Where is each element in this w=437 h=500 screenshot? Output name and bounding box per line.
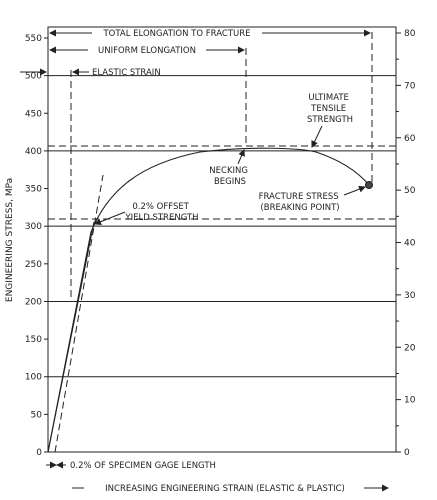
plot-frame [47,26,397,453]
right-tick-label: 40 [404,239,416,249]
right-axis: 0 10 20 30 40 50 60 70 80 [396,29,416,458]
left-tick-label: 200 [25,297,42,307]
offset-note: 0.2% OF SPECIMEN GAGE LENGTH [70,461,216,471]
uts-label-line-2: TENSILE [310,104,346,114]
uts-label-line-1: ULTIMATE [308,93,349,103]
uniform-elongation-label: UNIFORM ELONGATION [98,46,196,56]
uts-label: ULTIMATE TENSILE STRENGTH [307,93,353,125]
offset-line [54,174,104,453]
grid-lines [48,75,396,378]
fracture-point [365,181,373,189]
left-tick-label: 150 [25,335,42,345]
elastic-strain-label: ELASTIC STRAIN [92,68,161,78]
right-tick-label: 20 [404,343,416,353]
uts-label-line-3: STRENGTH [307,115,353,125]
left-tick-label: 50 [31,410,43,420]
necking-leader [237,149,245,165]
necking-label: NECKING BEGINS [209,166,250,187]
left-tick-label: 450 [25,109,42,119]
left-tick-label: 400 [25,147,42,157]
left-tick-label: 100 [25,373,42,383]
fracture-label: FRACTURE STRESS (BREAKING POINT) [259,192,342,213]
left-tick-label: 550 [25,34,42,44]
right-tick-label: 70 [404,81,416,91]
yield-leader [94,211,126,226]
uts-leader [311,125,323,148]
yield-label-line-1: 0.2% OFFSET [132,202,189,212]
y-axis-title: ENGINEERING STRESS, MPa [5,178,15,302]
necking-label-line-2: BEGINS [214,177,246,187]
yield-label: 0.2% OFFSET YIELD STRENGTH [124,202,198,223]
x-axis-title: INCREASING ENGINEERING STRAIN (ELASTIC &… [105,484,345,494]
fracture-label-line-1: FRACTURE STRESS [259,192,339,202]
left-tick-label: 500 [25,72,42,82]
fracture-leader [343,185,366,196]
right-tick-label: 50 [404,186,416,196]
left-tick-label: 350 [25,185,42,195]
total-elongation-label: TOTAL ELONGATION TO FRACTURE [102,29,250,39]
fracture-label-line-2: (BREAKING POINT) [260,203,339,213]
right-tick-label: 60 [404,134,416,144]
stress-strain-curve [47,147,370,453]
right-tick-label: 10 [404,396,416,406]
right-tick-label: 0 [404,448,410,458]
right-tick-label: 80 [404,29,416,39]
left-tick-label: 250 [25,260,42,270]
left-tick-label: 300 [25,222,42,232]
right-tick-label: 30 [404,291,416,301]
left-tick-label: 0 [36,448,42,458]
necking-label-line-1: NECKING [209,166,248,176]
left-axis: 0 50 100 150 200 250 300 350 400 450 500 550 [25,34,48,458]
yield-label-line-2: YIELD STRENGTH [124,213,198,223]
